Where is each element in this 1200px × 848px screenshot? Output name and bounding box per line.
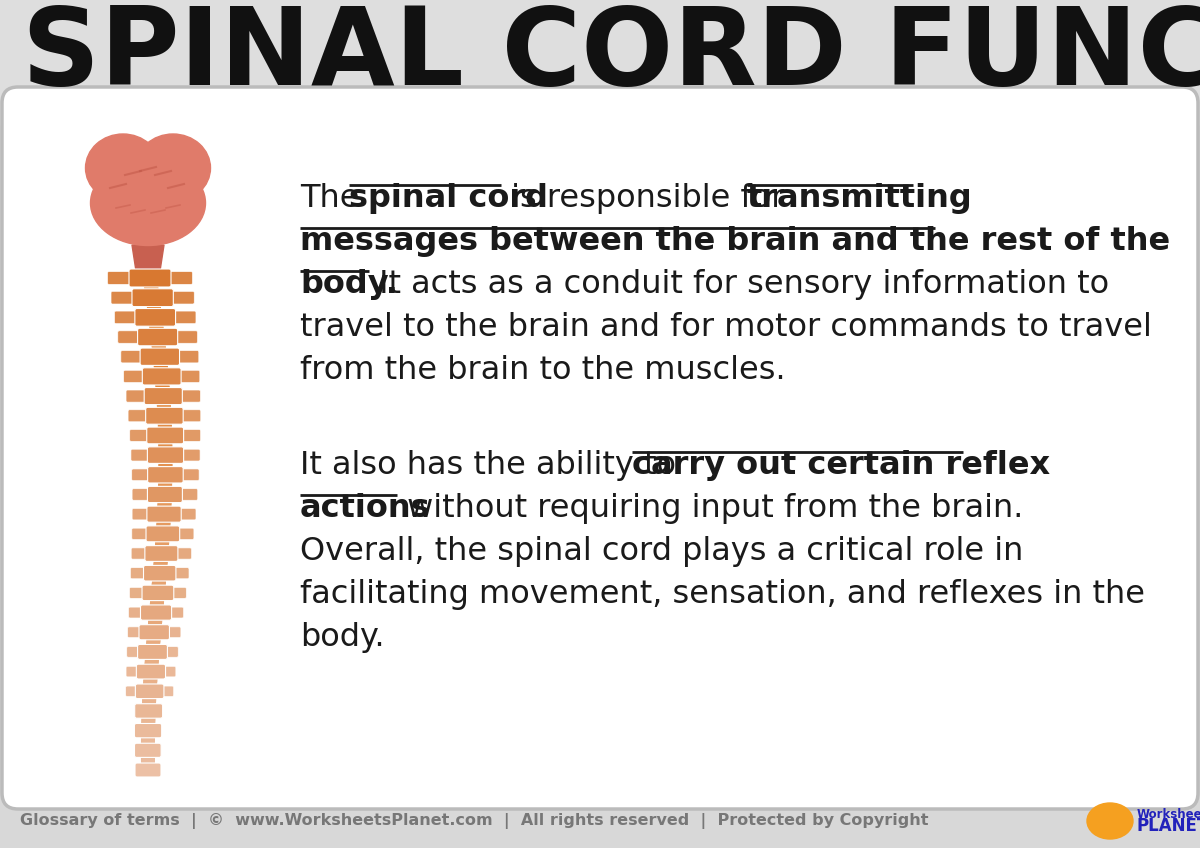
Text: It acts as a conduit for sensory information to: It acts as a conduit for sensory informa… xyxy=(370,269,1109,300)
FancyBboxPatch shape xyxy=(162,667,176,677)
FancyBboxPatch shape xyxy=(168,607,184,618)
FancyBboxPatch shape xyxy=(180,449,200,461)
FancyBboxPatch shape xyxy=(126,667,140,677)
FancyBboxPatch shape xyxy=(124,371,146,382)
FancyBboxPatch shape xyxy=(173,567,190,578)
FancyBboxPatch shape xyxy=(132,469,151,481)
FancyBboxPatch shape xyxy=(130,588,145,599)
FancyBboxPatch shape xyxy=(139,625,169,639)
Ellipse shape xyxy=(90,160,205,246)
FancyBboxPatch shape xyxy=(172,311,196,324)
FancyBboxPatch shape xyxy=(134,309,175,326)
Polygon shape xyxy=(132,245,164,271)
FancyBboxPatch shape xyxy=(2,87,1198,809)
FancyBboxPatch shape xyxy=(131,567,148,578)
FancyBboxPatch shape xyxy=(164,646,179,657)
FancyBboxPatch shape xyxy=(161,686,174,696)
FancyBboxPatch shape xyxy=(148,466,184,483)
FancyBboxPatch shape xyxy=(178,371,200,382)
FancyBboxPatch shape xyxy=(146,506,181,522)
FancyBboxPatch shape xyxy=(174,331,198,343)
FancyBboxPatch shape xyxy=(112,292,136,304)
FancyBboxPatch shape xyxy=(142,585,174,600)
Text: body.: body. xyxy=(300,269,398,300)
FancyBboxPatch shape xyxy=(138,328,178,346)
FancyBboxPatch shape xyxy=(132,488,151,500)
FancyBboxPatch shape xyxy=(179,390,200,402)
Text: SPINAL CORD FUNCTION: SPINAL CORD FUNCTION xyxy=(22,2,1200,108)
FancyBboxPatch shape xyxy=(140,348,180,365)
FancyBboxPatch shape xyxy=(146,526,180,542)
Text: It also has the ability to: It also has the ability to xyxy=(300,449,686,481)
FancyBboxPatch shape xyxy=(132,528,150,539)
FancyBboxPatch shape xyxy=(126,686,139,696)
Text: Worksheets: Worksheets xyxy=(1138,808,1200,822)
FancyBboxPatch shape xyxy=(131,449,151,461)
FancyBboxPatch shape xyxy=(136,684,164,699)
FancyBboxPatch shape xyxy=(134,763,161,777)
Text: Glossary of terms  |  ©  www.WorksheetsPlanet.com  |  All rights reserved  |  Pr: Glossary of terms | © www.WorksheetsPlan… xyxy=(20,813,929,829)
Text: without requiring input from the brain.: without requiring input from the brain. xyxy=(396,493,1022,523)
FancyBboxPatch shape xyxy=(118,331,142,343)
FancyBboxPatch shape xyxy=(0,0,1200,126)
FancyBboxPatch shape xyxy=(130,269,172,287)
FancyBboxPatch shape xyxy=(132,289,173,307)
FancyBboxPatch shape xyxy=(131,548,149,559)
FancyBboxPatch shape xyxy=(148,487,182,503)
FancyBboxPatch shape xyxy=(174,548,192,559)
Text: carry out certain reflex: carry out certain reflex xyxy=(632,449,1050,481)
FancyBboxPatch shape xyxy=(128,410,149,421)
FancyBboxPatch shape xyxy=(130,429,150,442)
FancyBboxPatch shape xyxy=(143,368,181,385)
FancyBboxPatch shape xyxy=(140,605,172,620)
Text: body.: body. xyxy=(300,622,385,653)
Text: messages between the brain and the rest of the: messages between the brain and the rest … xyxy=(300,226,1170,257)
Text: Overall, the spinal cord plays a critical role in: Overall, the spinal cord plays a critica… xyxy=(300,536,1024,566)
FancyBboxPatch shape xyxy=(134,723,162,738)
FancyBboxPatch shape xyxy=(178,509,196,520)
FancyBboxPatch shape xyxy=(148,447,184,463)
FancyBboxPatch shape xyxy=(166,627,181,638)
FancyBboxPatch shape xyxy=(0,0,1200,816)
FancyBboxPatch shape xyxy=(145,407,184,424)
FancyBboxPatch shape xyxy=(132,509,150,520)
Text: The: The xyxy=(300,183,370,214)
Text: is responsible for: is responsible for xyxy=(502,183,794,214)
Text: transmitting: transmitting xyxy=(748,183,973,214)
Text: facilitating movement, sensation, and reflexes in the: facilitating movement, sensation, and re… xyxy=(300,578,1145,610)
FancyBboxPatch shape xyxy=(126,390,148,402)
FancyBboxPatch shape xyxy=(144,566,176,581)
Text: travel to the brain and for motor commands to travel: travel to the brain and for motor comman… xyxy=(300,312,1152,343)
FancyBboxPatch shape xyxy=(146,427,184,444)
FancyBboxPatch shape xyxy=(176,528,194,539)
FancyBboxPatch shape xyxy=(127,627,143,638)
FancyBboxPatch shape xyxy=(134,743,161,757)
FancyBboxPatch shape xyxy=(168,271,192,284)
FancyBboxPatch shape xyxy=(128,607,144,618)
Text: from the brain to the muscles.: from the brain to the muscles. xyxy=(300,355,786,386)
Ellipse shape xyxy=(85,134,161,202)
FancyBboxPatch shape xyxy=(180,429,200,442)
Text: spinal cord: spinal cord xyxy=(349,183,548,214)
FancyBboxPatch shape xyxy=(134,704,163,718)
FancyBboxPatch shape xyxy=(180,410,200,421)
FancyBboxPatch shape xyxy=(176,350,199,363)
FancyBboxPatch shape xyxy=(108,271,132,284)
Ellipse shape xyxy=(1087,803,1133,839)
FancyBboxPatch shape xyxy=(114,311,138,324)
Text: PLANET: PLANET xyxy=(1138,817,1200,835)
FancyBboxPatch shape xyxy=(138,644,168,660)
Text: actions: actions xyxy=(300,493,431,523)
FancyBboxPatch shape xyxy=(127,646,142,657)
FancyBboxPatch shape xyxy=(170,292,194,304)
FancyBboxPatch shape xyxy=(121,350,144,363)
FancyBboxPatch shape xyxy=(180,469,199,481)
FancyBboxPatch shape xyxy=(137,664,166,679)
FancyBboxPatch shape xyxy=(145,545,178,561)
Ellipse shape xyxy=(136,134,210,202)
FancyBboxPatch shape xyxy=(170,588,186,599)
FancyBboxPatch shape xyxy=(144,388,182,404)
FancyBboxPatch shape xyxy=(179,488,198,500)
